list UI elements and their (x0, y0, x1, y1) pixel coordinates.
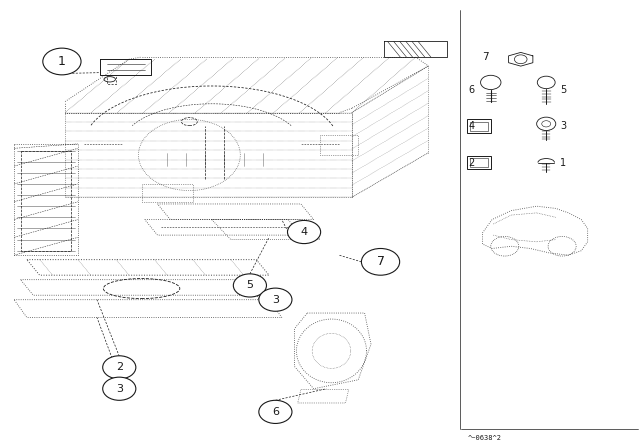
Circle shape (102, 377, 136, 401)
Circle shape (287, 220, 321, 244)
Text: 2: 2 (116, 362, 123, 372)
Circle shape (102, 356, 136, 379)
Circle shape (362, 249, 399, 275)
Text: 6: 6 (468, 86, 475, 95)
Text: 3: 3 (116, 384, 123, 394)
Circle shape (234, 274, 266, 297)
Text: ^~0638^2: ^~0638^2 (468, 435, 502, 441)
Circle shape (43, 48, 81, 75)
Text: 3: 3 (272, 295, 279, 305)
Text: 4: 4 (468, 121, 475, 131)
Text: 5: 5 (246, 280, 253, 290)
Text: 2: 2 (468, 158, 475, 168)
Text: 3: 3 (561, 121, 566, 131)
Text: 5: 5 (560, 86, 566, 95)
Text: 4: 4 (301, 227, 308, 237)
Circle shape (259, 401, 292, 423)
Text: 1: 1 (561, 158, 566, 168)
Circle shape (259, 288, 292, 311)
Text: 6: 6 (272, 407, 279, 417)
Text: 7: 7 (483, 52, 489, 62)
Text: 7: 7 (376, 255, 385, 268)
Text: 1: 1 (58, 55, 66, 68)
